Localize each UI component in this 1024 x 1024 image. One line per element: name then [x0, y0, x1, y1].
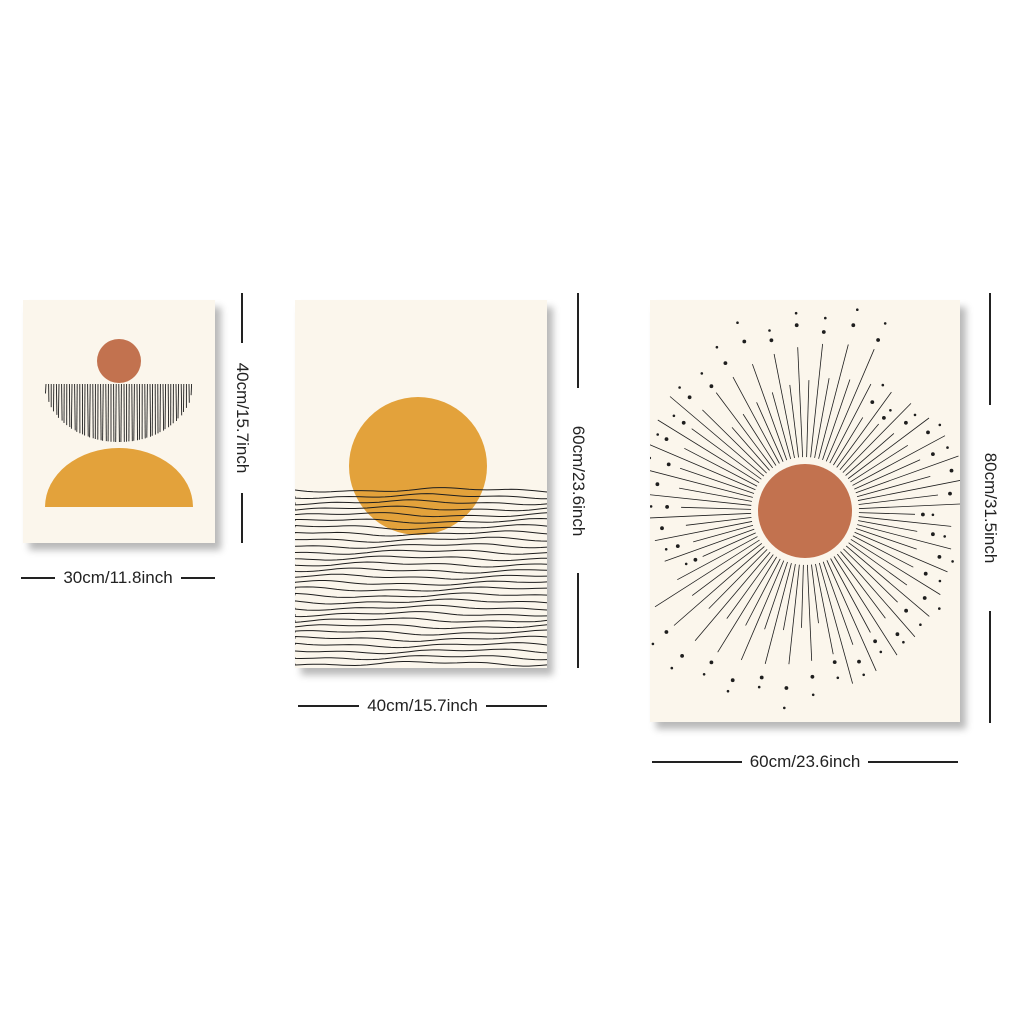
dimension-line	[485, 705, 548, 707]
dimension-line	[577, 293, 579, 388]
poster-medium	[295, 300, 547, 668]
height-dimension-medium: 60cm/23.6inch	[566, 293, 590, 668]
height-dimension-large: 80cm/31.5inch	[978, 293, 1002, 723]
stacked-shapes-artwork	[45, 339, 193, 507]
width-dimension-small: 30cm/11.8inch	[21, 566, 215, 590]
sunset-artwork	[295, 397, 547, 667]
height-label: 80cm/31.5inch	[981, 452, 1000, 564]
dimension-line	[180, 577, 215, 579]
width-label: 30cm/11.8inch	[63, 568, 173, 587]
ochre-half-circle	[45, 448, 193, 507]
dimension-line	[298, 705, 360, 707]
sun-rays	[650, 343, 960, 684]
dimension-line	[868, 761, 959, 763]
striped-half-circle	[45, 383, 193, 443]
terracotta-sun	[758, 464, 852, 558]
ray-dots	[650, 308, 954, 710]
dimension-line	[652, 761, 742, 763]
sunburst-artwork	[650, 308, 960, 710]
terracotta-circle	[97, 339, 141, 383]
poster-small	[23, 300, 215, 543]
width-dimension-medium: 40cm/15.7inch	[298, 694, 548, 718]
dimension-line	[241, 493, 243, 543]
dimension-line	[989, 611, 991, 723]
poster-large	[650, 300, 960, 722]
horizontal-wavy-lines	[295, 487, 547, 667]
dimension-line	[577, 573, 579, 668]
height-label: 40cm/15.7inch	[233, 362, 252, 474]
ochre-sun	[349, 397, 487, 535]
height-dimension-small: 40cm/15.7inch	[230, 293, 254, 543]
dimension-line	[241, 293, 243, 343]
width-dimension-large: 60cm/23.6inch	[652, 750, 959, 774]
dimension-line	[989, 293, 991, 405]
width-label: 40cm/15.7inch	[367, 696, 478, 715]
dimension-line	[21, 577, 56, 579]
height-label: 60cm/23.6inch	[569, 425, 588, 536]
width-label: 60cm/23.6inch	[749, 752, 861, 771]
